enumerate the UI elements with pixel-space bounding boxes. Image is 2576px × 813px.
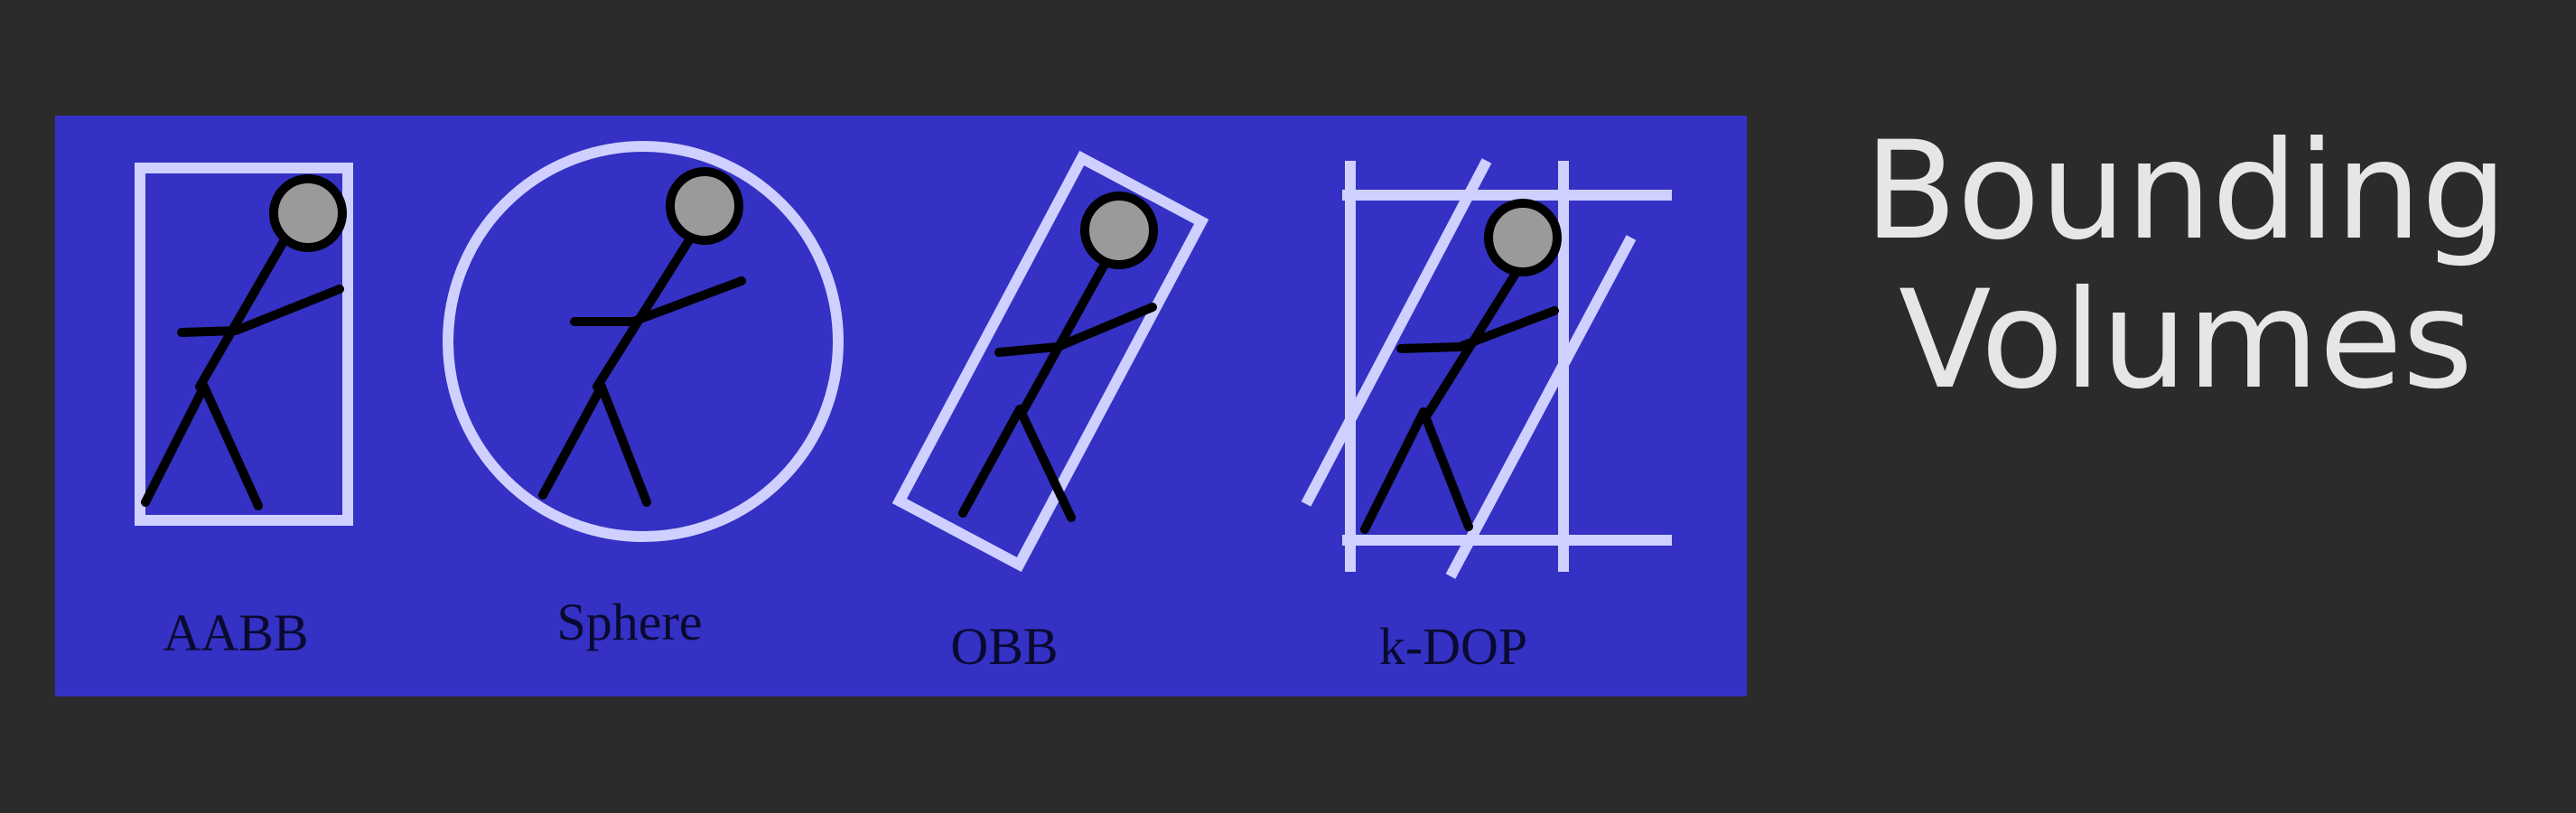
kdop-panel <box>1301 158 1672 579</box>
head <box>1080 192 1158 269</box>
stick-figure-aabb <box>141 174 347 510</box>
slide-title: Bounding Volumes <box>1861 117 2511 416</box>
obb-panel <box>891 150 1209 573</box>
head <box>269 174 347 252</box>
label-obb: OBB <box>950 617 1058 676</box>
sphere-outline <box>443 141 844 542</box>
bounding-volumes-figure: AABB Sphere OBB k-DOP <box>55 116 1747 696</box>
title-line-2: Volumes <box>1898 262 2474 419</box>
kdop-bounding-lines <box>1301 158 1672 579</box>
title-line-1: Bounding <box>1864 113 2507 270</box>
aabb-box <box>135 163 353 526</box>
label-sphere: Sphere <box>556 593 702 651</box>
stick-figure-kdop <box>1360 199 1562 534</box>
label-aabb: AABB <box>163 603 308 662</box>
aabb-panel <box>135 163 353 526</box>
obb-box <box>891 150 1209 573</box>
stick-figure-sphere <box>538 167 746 507</box>
head <box>1484 199 1562 276</box>
figure-canvas: AABB Sphere OBB k-DOP <box>135 141 1672 676</box>
stick-figure-obb <box>958 192 1158 522</box>
sphere-panel <box>443 141 844 542</box>
head <box>666 167 743 245</box>
label-kdop: k-DOP <box>1379 617 1527 676</box>
